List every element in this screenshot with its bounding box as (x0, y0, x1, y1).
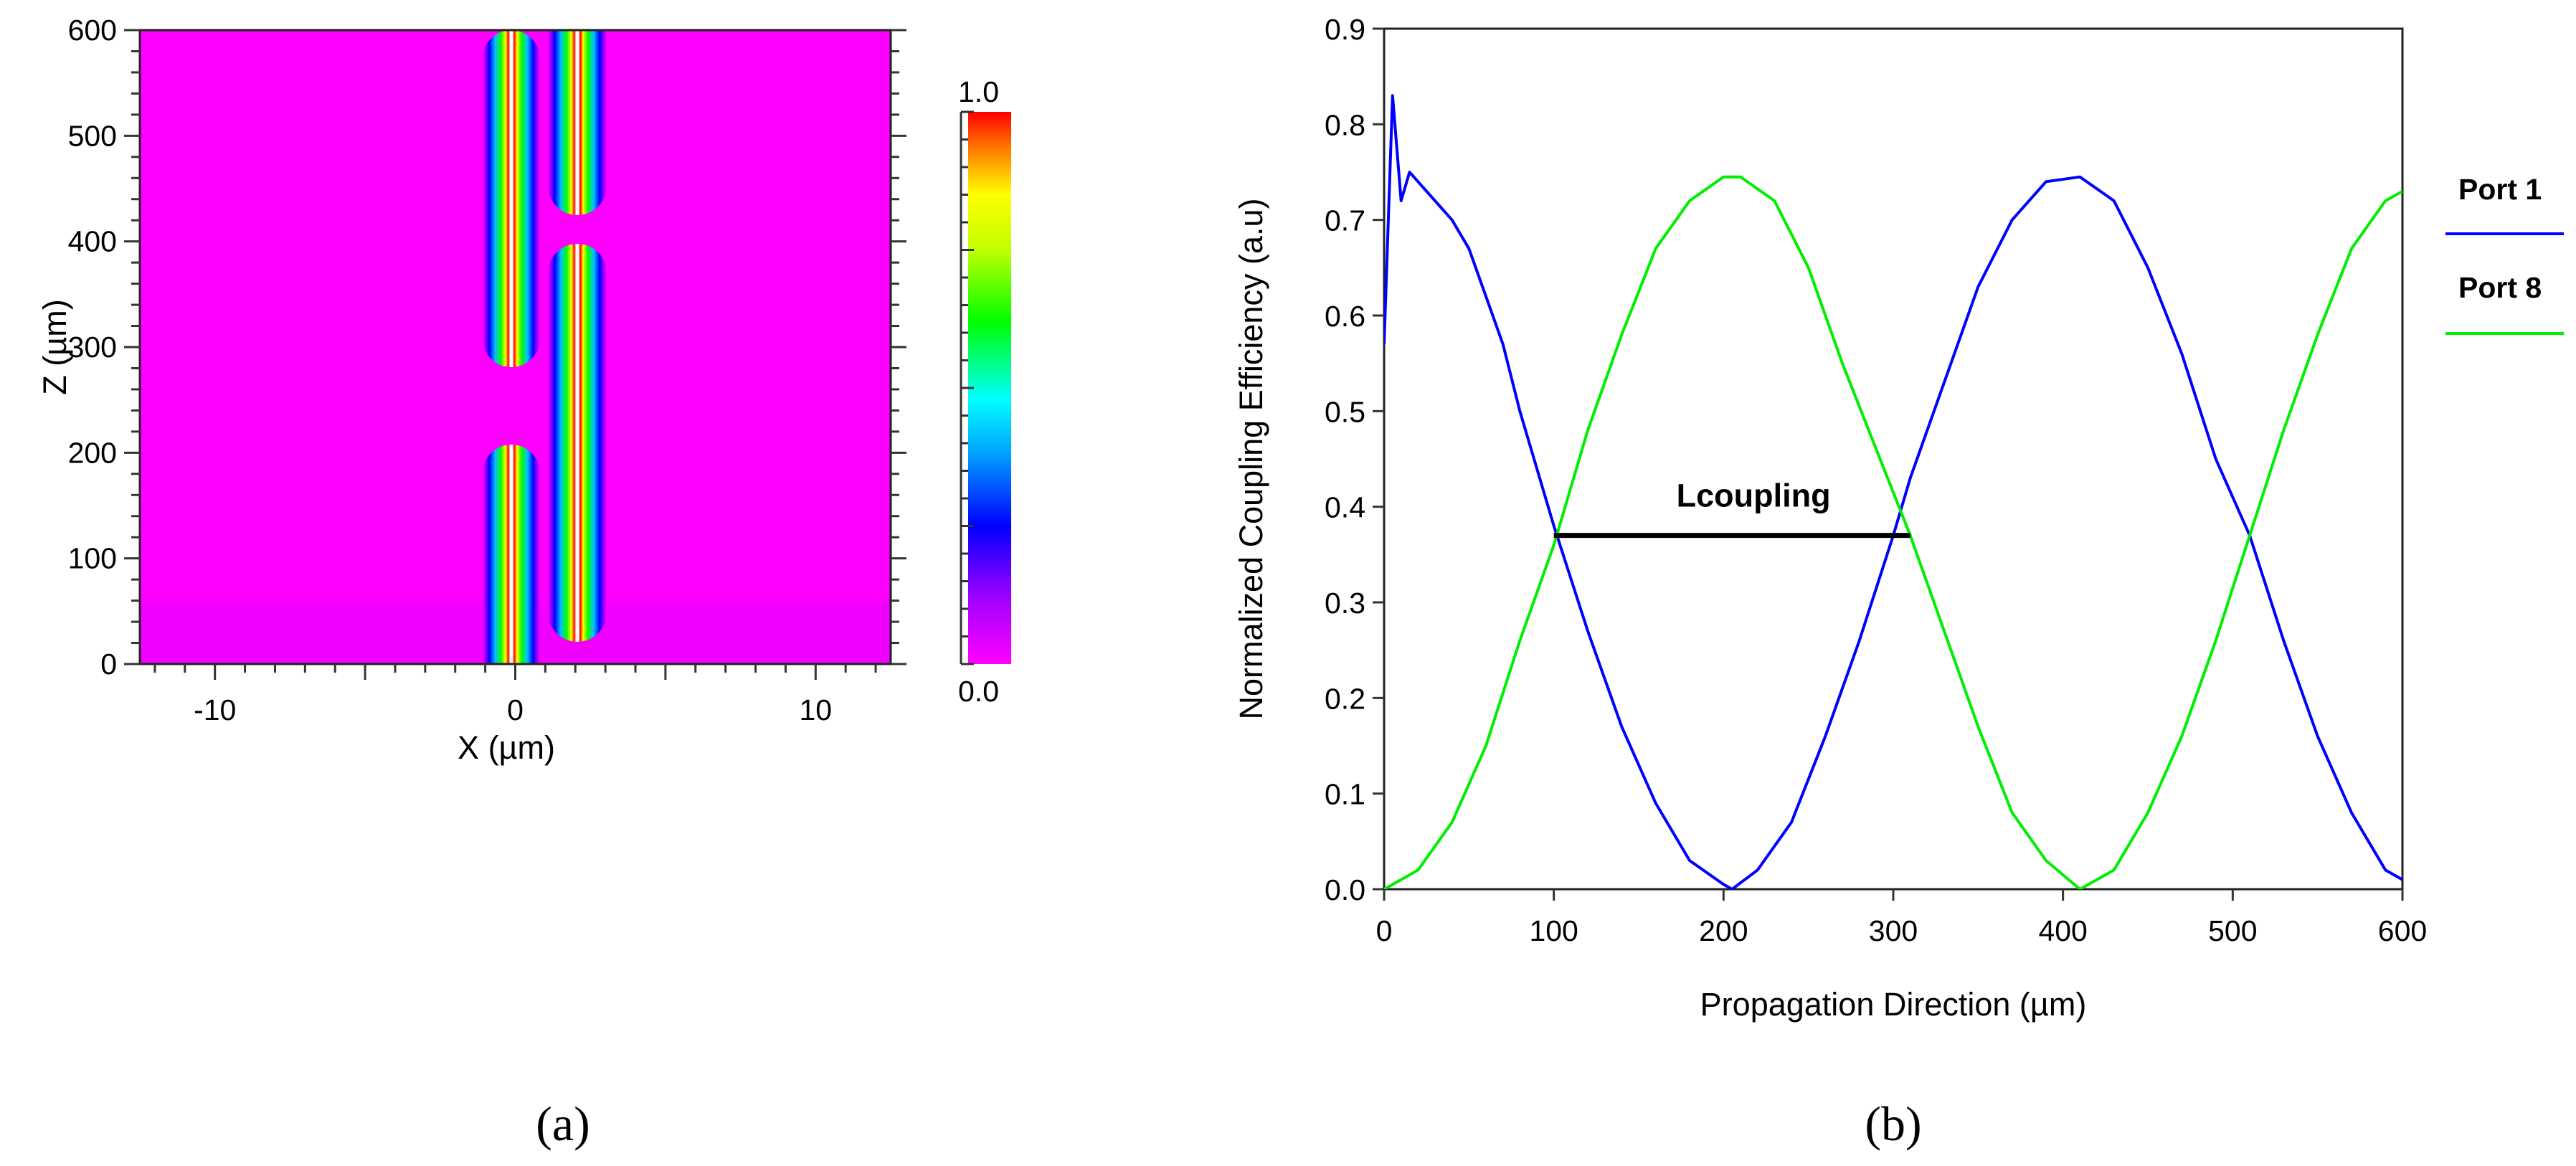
line-chart-plot-area (1383, 27, 2404, 891)
heatmap-x-ticks: -10 0 10 (153, 664, 877, 726)
line-chart-y-tick-label: 0.2 (1325, 682, 1365, 715)
legend-label-port-1: Port 1 (2458, 173, 2542, 206)
series-line-port-1 (1384, 94, 2402, 889)
heatmap-y-tick-label: 500 (68, 119, 117, 152)
line-chart-x-ticks: 0 100 200 300 400 500 600 (1376, 889, 2427, 947)
heatmap-y-tick-label: 200 (68, 436, 117, 469)
waveguide-2-field (548, 30, 607, 642)
colorbar-gradient (968, 112, 1011, 664)
legend-label-port-8: Port 8 (2458, 271, 2542, 304)
heatmap-y-tick-label: 100 (68, 542, 117, 575)
line-chart-x-tick-label: 300 (1869, 914, 1918, 947)
heatmap-y-tick-label: 600 (68, 14, 117, 47)
heatmap-y-axis-label: Z (µm) (37, 299, 73, 394)
line-chart-y-tick-label: 0.5 (1325, 395, 1365, 428)
heatmap-y-ticks: 0 100 200 300 400 500 600 (68, 14, 906, 681)
line-chart-y-tick-label: 0.1 (1325, 778, 1365, 811)
line-chart-y-tick-label: 0.6 (1325, 300, 1365, 333)
heatmap-x-tick-label: 10 (799, 693, 832, 726)
heatmap-panel: 0 100 200 300 400 500 600 -10 0 10 X (µm) Z (µm)… (37, 14, 1011, 766)
line-chart-x-tick-label: 400 (2038, 914, 2087, 947)
coupling-length-label: Lcoupling (1677, 478, 1831, 514)
heatmap-y-tick-label: 400 (68, 225, 117, 258)
heatmap-x-tick-label: -10 (194, 693, 236, 726)
line-chart-y-tick-label: 0.3 (1325, 587, 1365, 620)
heatmap-x-axis-label: X (µm) (458, 729, 555, 766)
panel-caption-b: (b) (1865, 1096, 1921, 1151)
line-chart-x-tick-label: 600 (2378, 914, 2427, 947)
line-chart-x-tick-label: 100 (1529, 914, 1578, 947)
panel-caption-a: (a) (536, 1096, 589, 1151)
line-chart-y-tick-label: 0.9 (1325, 13, 1365, 46)
colorbar-ticks (961, 110, 974, 665)
line-chart-x-tick-label: 0 (1376, 914, 1393, 947)
heatmap-y-tick-label: 0 (100, 648, 117, 681)
colorbar-min-label: 0.0 (958, 675, 999, 708)
line-chart-y-tick-label: 0.8 (1325, 108, 1365, 141)
coupling-length-annotation: Lcoupling (1553, 478, 1910, 539)
line-chart-x-tick-label: 500 (2208, 914, 2257, 947)
line-chart-y-tick-label: 0.7 (1325, 204, 1365, 237)
heatmap-x-tick-label: 0 (507, 693, 524, 726)
line-chart-series (1384, 94, 2402, 889)
line-chart-panel: 0.0 0.1 0.2 0.3 0.4 0.5 0.6 0.7 0.8 0.9 0 100 200 30… (1233, 13, 2564, 1023)
legend: Port 1 Port 8 (2445, 173, 2564, 335)
line-chart-y-tick-label: 0.0 (1325, 873, 1365, 906)
line-chart-y-ticks: 0.0 0.1 0.2 0.3 0.4 0.5 0.6 0.7 0.8 0.9 (1325, 13, 1384, 906)
line-chart-y-axis-label: Normalized Coupling Efficiency (a.u) (1233, 199, 1269, 720)
heatmap-y-tick-label: 300 (68, 331, 117, 364)
colorbar: 1.0 0.0 (958, 75, 1011, 708)
waveguide-1-field (483, 30, 540, 664)
line-chart-x-tick-label: 200 (1699, 914, 1748, 947)
series-line-port-8 (1384, 175, 2402, 889)
line-chart-y-tick-label: 0.4 (1325, 491, 1365, 524)
line-chart-x-axis-label: Propagation Direction (µm) (1700, 986, 2087, 1023)
colorbar-max-label: 1.0 (958, 75, 999, 108)
